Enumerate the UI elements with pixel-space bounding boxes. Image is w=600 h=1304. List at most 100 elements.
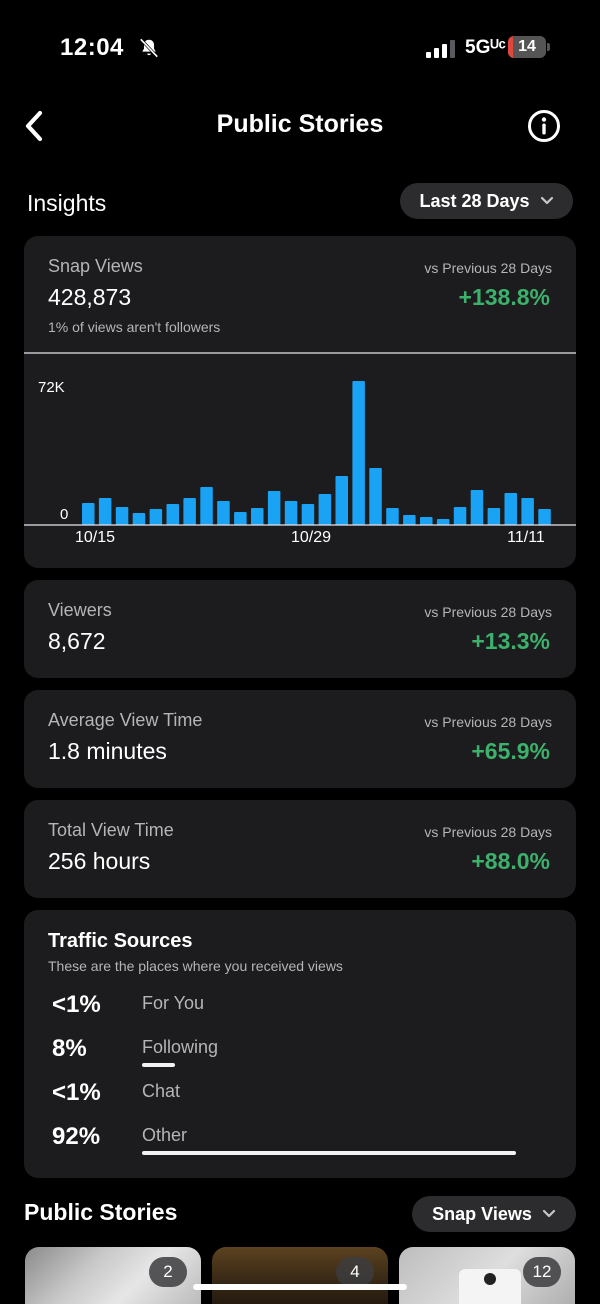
chart-bar-24 bbox=[470, 490, 484, 525]
traffic-source-row: <1% Chat bbox=[24, 1079, 576, 1119]
viewers-change: +13.3% bbox=[471, 628, 550, 654]
chart-bar-15 bbox=[318, 494, 332, 525]
chart-bar-21 bbox=[420, 517, 433, 525]
chevron-down-icon bbox=[542, 1209, 555, 1218]
sort-dropdown[interactable]: Snap Views bbox=[412, 1196, 576, 1232]
battery-nub bbox=[547, 43, 550, 51]
chart-bars bbox=[82, 381, 551, 525]
sort-label: Snap Views bbox=[432, 1203, 532, 1224]
chart-bar-10 bbox=[234, 512, 247, 525]
snap-views-card[interactable]: Snap Views 428,873 vs Previous 28 Days +… bbox=[24, 236, 576, 568]
avg-view-time-value: 1.8 minutes bbox=[48, 738, 167, 764]
chevron-left-icon[interactable] bbox=[20, 108, 50, 144]
avg-view-time-label: Average View Time bbox=[48, 710, 203, 730]
viewers-value: 8,672 bbox=[48, 628, 106, 654]
chart-bar-11 bbox=[251, 508, 264, 525]
avg-view-time-card[interactable]: Average View Time 1.8 minutes vs Previou… bbox=[24, 690, 576, 788]
chart-bar-7 bbox=[183, 498, 196, 525]
chart-bar-18 bbox=[369, 468, 382, 525]
chart-bar-19 bbox=[386, 508, 399, 525]
public-stories-title: Public Stories bbox=[24, 1199, 178, 1225]
battery-text: 14 bbox=[518, 38, 536, 55]
home-indicator[interactable] bbox=[193, 1284, 407, 1290]
status-bar: 12:04 5Gᵁᶜ 14 bbox=[0, 0, 600, 96]
chart-bar-26 bbox=[504, 493, 517, 525]
chart-bar-4 bbox=[132, 513, 146, 525]
traffic-sources-card: Traffic Sources These are the places whe… bbox=[24, 910, 576, 1178]
traffic-sources-subtitle: These are the places where you received … bbox=[48, 958, 343, 974]
chart-bar-28 bbox=[538, 509, 551, 525]
story-count-badge: 12 bbox=[523, 1257, 561, 1287]
x-tick-label-2: 10/29 bbox=[291, 529, 331, 546]
x-tick-label-3: 11/11 bbox=[507, 529, 545, 546]
chart-bar-12 bbox=[267, 491, 281, 525]
signal-bars-icon bbox=[426, 40, 455, 58]
traffic-source-row: 8% Following bbox=[24, 1035, 576, 1075]
traffic-source-row: 92% Other bbox=[24, 1123, 576, 1163]
snap-views-label: Snap Views bbox=[48, 256, 143, 276]
total-view-time-change: +88.0% bbox=[471, 848, 550, 874]
snap-views-vs: vs Previous 28 Days bbox=[424, 260, 552, 276]
chart-bar-20 bbox=[403, 515, 416, 525]
story-thumbnail[interactable]: 12 bbox=[399, 1247, 575, 1304]
snap-views-value: 428,873 bbox=[48, 284, 132, 310]
chart-bar-17 bbox=[352, 381, 365, 525]
info-circle-icon[interactable] bbox=[526, 108, 562, 144]
chart-bar-23 bbox=[453, 507, 467, 525]
date-range-label: Last 28 Days bbox=[419, 190, 530, 211]
status-time: 12:04 bbox=[60, 34, 124, 61]
viewers-vs: vs Previous 28 Days bbox=[424, 604, 552, 620]
traffic-source-name: Chat bbox=[142, 1081, 181, 1101]
traffic-source-pct: <1% bbox=[52, 991, 101, 1018]
chart-bar-9 bbox=[217, 501, 230, 525]
chart-bar-1 bbox=[82, 503, 95, 525]
traffic-sources-title: Traffic Sources bbox=[48, 930, 193, 952]
chart-bar-27 bbox=[521, 498, 534, 525]
chart-bar-14 bbox=[301, 504, 315, 525]
traffic-source-name: Following bbox=[142, 1037, 219, 1057]
traffic-source-row: <1% For You bbox=[24, 991, 576, 1031]
total-view-time-label: Total View Time bbox=[48, 820, 174, 840]
story-thumbnail-card bbox=[459, 1269, 521, 1304]
bell-slash-icon bbox=[139, 38, 159, 58]
page-title: Public Stories bbox=[216, 110, 384, 138]
total-view-time-value: 256 hours bbox=[48, 848, 151, 874]
chart-bar-3 bbox=[115, 507, 129, 525]
avatar bbox=[484, 1273, 496, 1285]
chart-bar-22 bbox=[436, 519, 450, 525]
snap-views-change: +138.8% bbox=[458, 284, 550, 310]
y-tick-label-zero: 0 bbox=[60, 506, 68, 523]
traffic-source-name: For You bbox=[142, 993, 205, 1013]
chart-bar-2 bbox=[98, 498, 112, 525]
traffic-source-bar bbox=[142, 1063, 175, 1067]
traffic-source-pct: <1% bbox=[52, 1079, 101, 1106]
chart-bar-16 bbox=[335, 476, 348, 525]
insights-title: Insights bbox=[27, 190, 107, 216]
avg-view-time-change: +65.9% bbox=[471, 738, 550, 764]
traffic-source-bar bbox=[142, 1151, 516, 1155]
date-range-dropdown[interactable]: Last 28 Days bbox=[400, 183, 573, 219]
traffic-source-pct: 8% bbox=[52, 1035, 87, 1062]
battery-fill bbox=[508, 36, 514, 58]
snap-views-subtext: 1% of views aren't followers bbox=[48, 319, 221, 335]
story-count-badge: 2 bbox=[149, 1257, 187, 1287]
snap-views-chart: 72K 0 10/15 10/29 11/11 bbox=[24, 352, 576, 546]
story-thumbnail[interactable]: 2 bbox=[25, 1247, 201, 1304]
chart-bar-5 bbox=[149, 509, 163, 525]
total-view-time-vs: vs Previous 28 Days bbox=[424, 824, 552, 840]
chart-bar-13 bbox=[284, 501, 298, 525]
nav-bar: Public Stories bbox=[0, 96, 600, 158]
chevron-down-icon bbox=[540, 196, 553, 205]
traffic-source-name: Other bbox=[142, 1125, 188, 1145]
story-thumbnail[interactable]: 4 bbox=[212, 1247, 388, 1304]
battery-indicator: 14 bbox=[508, 36, 546, 58]
traffic-source-pct: 92% bbox=[52, 1123, 101, 1150]
viewers-label: Viewers bbox=[48, 600, 112, 620]
avg-view-time-vs: vs Previous 28 Days bbox=[424, 714, 552, 730]
x-tick-label-1: 10/15 bbox=[75, 529, 115, 546]
total-view-time-card[interactable]: Total View Time 256 hours vs Previous 28… bbox=[24, 800, 576, 898]
story-count-badge: 4 bbox=[336, 1257, 374, 1287]
chart-bar-8 bbox=[200, 487, 213, 525]
y-tick-label-max: 72K bbox=[38, 379, 65, 396]
viewers-card[interactable]: Viewers 8,672 vs Previous 28 Days +13.3% bbox=[24, 580, 576, 678]
